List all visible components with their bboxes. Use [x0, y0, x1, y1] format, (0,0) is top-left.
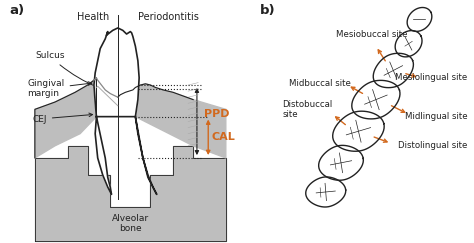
Text: Alveolar
bone: Alveolar bone [112, 214, 149, 233]
Text: Midbuccal site: Midbuccal site [289, 79, 351, 88]
Polygon shape [306, 177, 346, 207]
Text: Periodontitis: Periodontitis [137, 12, 199, 22]
Text: Distobuccal
site: Distobuccal site [282, 100, 332, 119]
Text: Health: Health [76, 12, 109, 22]
Polygon shape [94, 28, 139, 117]
Polygon shape [118, 84, 226, 158]
Text: b): b) [260, 4, 276, 17]
Polygon shape [35, 146, 226, 241]
Text: CAL: CAL [212, 132, 236, 142]
Polygon shape [95, 117, 111, 194]
Text: Distolingual site: Distolingual site [398, 141, 467, 150]
Polygon shape [407, 8, 432, 31]
Polygon shape [373, 53, 413, 88]
Polygon shape [319, 145, 364, 180]
Polygon shape [136, 117, 157, 194]
Polygon shape [395, 31, 422, 57]
Text: Mesiobuccal site: Mesiobuccal site [336, 30, 407, 39]
Text: CEJ: CEJ [32, 113, 92, 123]
Text: Mesiolingual site: Mesiolingual site [395, 73, 467, 82]
Polygon shape [333, 111, 384, 151]
Text: Sulcus: Sulcus [35, 51, 98, 87]
Polygon shape [352, 80, 400, 119]
Text: PPD: PPD [204, 109, 230, 119]
Text: Gingival
margin: Gingival margin [27, 79, 92, 98]
Text: Midlingual site: Midlingual site [405, 112, 467, 121]
Text: a): a) [10, 4, 25, 17]
Polygon shape [35, 78, 96, 158]
